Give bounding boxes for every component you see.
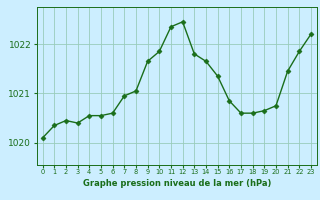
X-axis label: Graphe pression niveau de la mer (hPa): Graphe pression niveau de la mer (hPa): [83, 179, 271, 188]
